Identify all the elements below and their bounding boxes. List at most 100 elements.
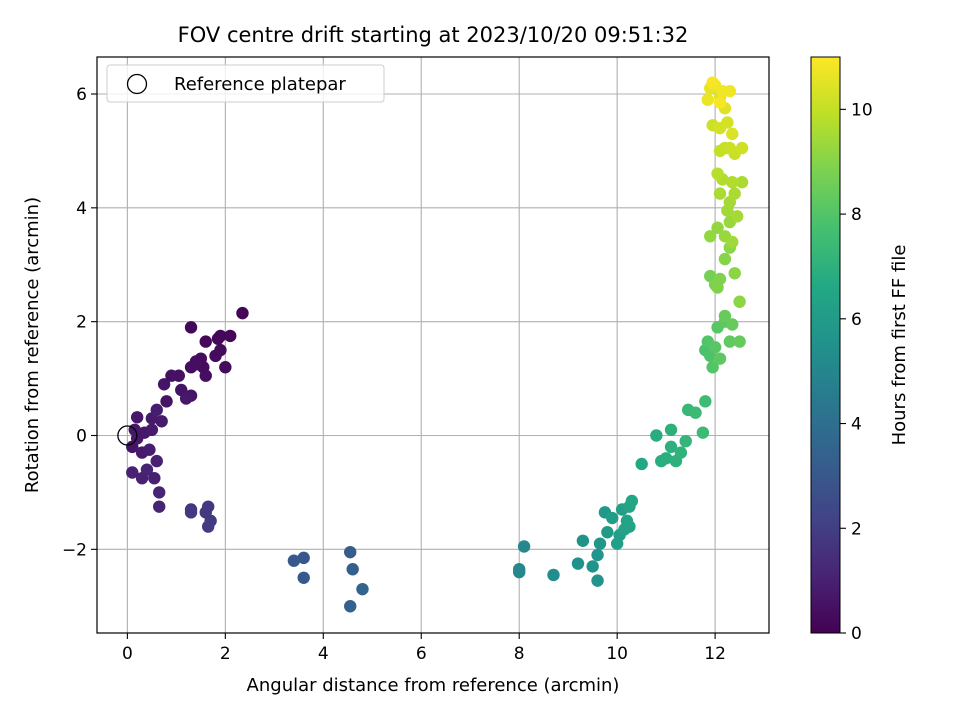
data-point <box>606 511 619 525</box>
data-point <box>150 454 163 468</box>
y-tick-label: 0 <box>76 426 87 446</box>
x-tick-label: 12 <box>704 644 726 664</box>
data-point <box>733 295 746 308</box>
data-point <box>706 76 719 89</box>
x-tick-label: 0 <box>122 644 133 664</box>
data-point <box>650 429 663 442</box>
data-point <box>625 494 639 508</box>
legend-label: Reference platepar <box>174 74 346 95</box>
data-point <box>130 411 144 424</box>
data-point <box>150 403 163 417</box>
colorbar: 0 2 4 6 8 10 Hours from first FF file <box>810 56 910 644</box>
data-point <box>726 318 739 331</box>
data-point <box>571 557 585 570</box>
data-point <box>297 571 310 584</box>
data-point <box>674 446 688 459</box>
chart-title: FOV centre drift starting at 2023/10/20 … <box>178 23 689 47</box>
data-point <box>143 443 156 456</box>
data-point <box>601 526 614 539</box>
data-point <box>145 423 159 437</box>
data-point <box>157 378 171 391</box>
legend-open-circle-marker <box>126 73 148 95</box>
data-point <box>664 440 678 454</box>
data-point <box>214 329 227 343</box>
colorbar-tick-label: 10 <box>851 100 873 120</box>
data-point <box>713 352 727 365</box>
colorbar-tick-label: 8 <box>851 205 862 225</box>
data-point <box>586 560 599 573</box>
x-tick-label: 6 <box>416 644 427 664</box>
data-point <box>711 221 724 234</box>
x-axis-label: Angular distance from reference (arcmin) <box>247 675 620 696</box>
x-tick-label: 8 <box>514 644 525 664</box>
data-point <box>201 520 215 533</box>
data-point <box>155 415 168 428</box>
colorbar-ticks: 0 2 4 6 8 10 <box>840 100 873 644</box>
data-point <box>699 395 712 408</box>
data-point <box>723 335 737 348</box>
data-point <box>344 600 357 613</box>
data-point <box>735 141 749 155</box>
data-point <box>721 116 734 129</box>
x-axis-ticks: 0 2 4 6 8 10 12 <box>122 633 726 664</box>
data-point <box>344 545 357 559</box>
data-points <box>126 76 749 613</box>
data-point <box>356 582 369 596</box>
data-point <box>730 210 744 223</box>
data-point <box>148 471 161 485</box>
legend: Reference platepar <box>106 64 385 103</box>
data-point <box>214 343 227 357</box>
data-point <box>199 369 212 382</box>
data-point <box>517 540 531 553</box>
data-point <box>153 500 166 513</box>
data-point <box>623 520 636 533</box>
data-point <box>346 563 359 576</box>
data-point <box>184 506 198 519</box>
data-point <box>153 486 166 499</box>
data-point <box>591 574 604 587</box>
data-point <box>701 93 714 106</box>
y-axis-ticks: −2 0 2 4 6 <box>62 85 97 560</box>
y-axis-label: Rotation from reference (arcmin) <box>22 197 43 493</box>
data-point <box>593 537 607 550</box>
reference-marker <box>117 425 138 446</box>
x-tick-label: 10 <box>606 644 628 664</box>
colorbar-tick-label: 2 <box>851 519 862 539</box>
y-tick-label: 6 <box>76 85 87 105</box>
data-point <box>160 395 173 408</box>
y-tick-label: −2 <box>62 540 87 560</box>
data-point <box>718 252 732 266</box>
data-point <box>726 127 739 141</box>
data-point <box>689 406 702 419</box>
plot-frame <box>96 56 770 634</box>
data-point <box>679 434 692 448</box>
data-point <box>713 96 727 109</box>
data-point <box>184 321 198 334</box>
data-point <box>287 554 301 567</box>
colorbar-tick-label: 0 <box>851 624 862 644</box>
data-point <box>711 167 724 180</box>
data-point <box>297 551 310 565</box>
colorbar-label: Hours from first FF file <box>889 245 910 446</box>
colorbar-tick-label: 6 <box>851 310 862 330</box>
data-point <box>696 426 710 439</box>
data-point <box>140 463 154 476</box>
data-point <box>591 548 604 562</box>
data-point <box>199 335 212 348</box>
y-tick-label: 4 <box>76 199 87 219</box>
grid <box>97 57 769 633</box>
data-point <box>224 329 237 343</box>
data-point <box>733 335 746 348</box>
data-point <box>728 187 741 200</box>
data-point <box>635 457 648 471</box>
data-point <box>664 423 678 437</box>
data-point <box>706 360 719 374</box>
data-point <box>201 500 215 513</box>
x-tick-label: 4 <box>318 644 329 664</box>
data-point <box>726 176 739 189</box>
y-tick-label: 2 <box>76 313 87 333</box>
data-point <box>576 534 590 547</box>
data-point <box>172 369 185 382</box>
x-tick-label: 2 <box>220 644 231 664</box>
